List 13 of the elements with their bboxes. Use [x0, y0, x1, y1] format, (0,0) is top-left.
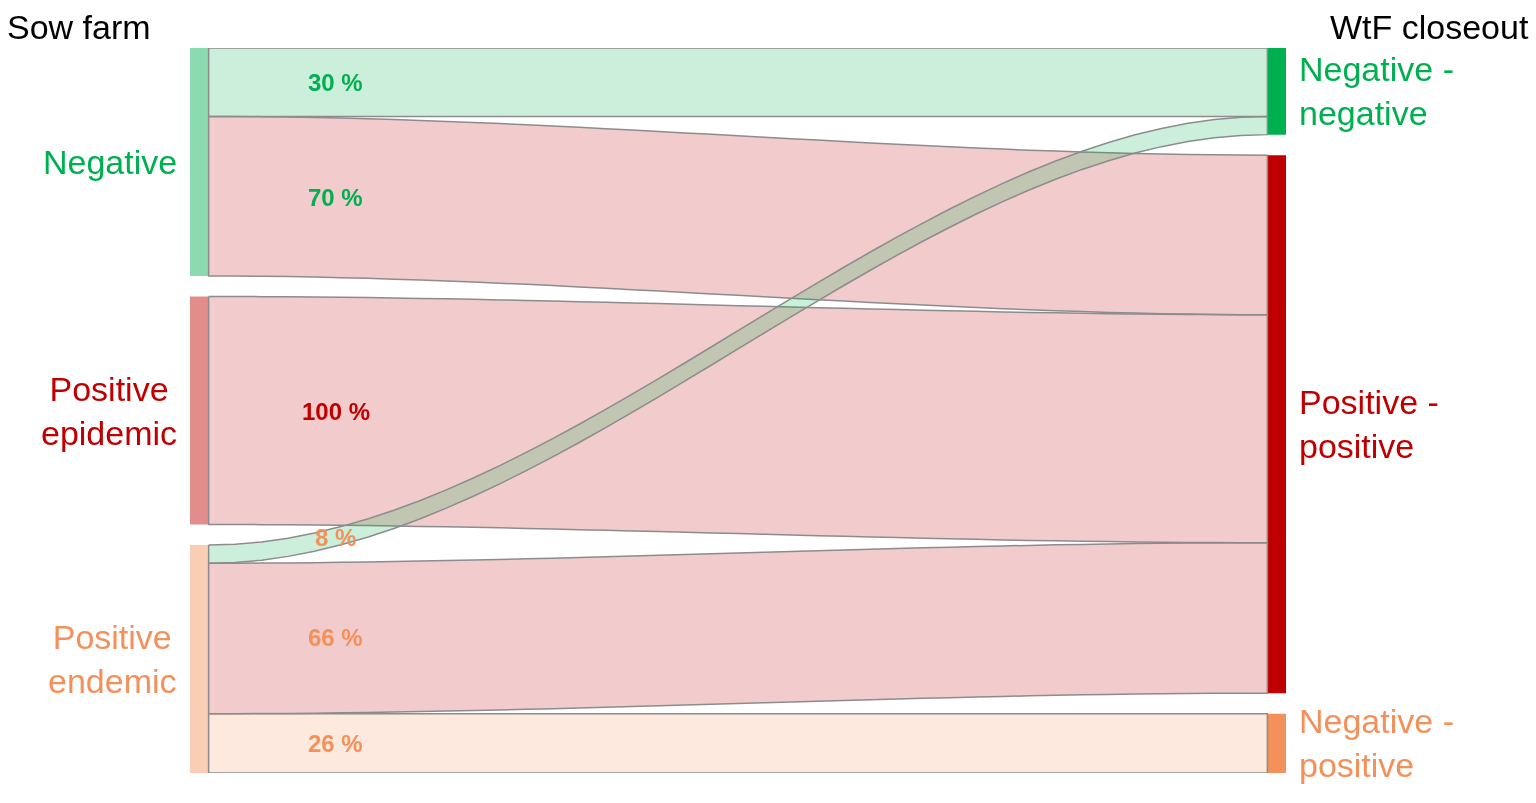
category-label: Negative [43, 143, 178, 181]
data-label: 100 % [302, 398, 371, 425]
series-label: Positive - positive [1299, 383, 1439, 466]
category-label: Positive epidemic [41, 370, 178, 453]
data-label: 70 % [308, 184, 363, 211]
text: WtF closeout [1330, 8, 1529, 46]
category-label: Positive endemic [48, 618, 177, 701]
legend-label: Negative - positive [1299, 702, 1454, 785]
series-label: Negative - negative [1299, 50, 1454, 133]
data-label: 66 % [308, 624, 363, 651]
data-label: 26 % [308, 730, 363, 757]
data-label: 30 % [308, 69, 363, 96]
text: Sow farm [7, 8, 151, 46]
